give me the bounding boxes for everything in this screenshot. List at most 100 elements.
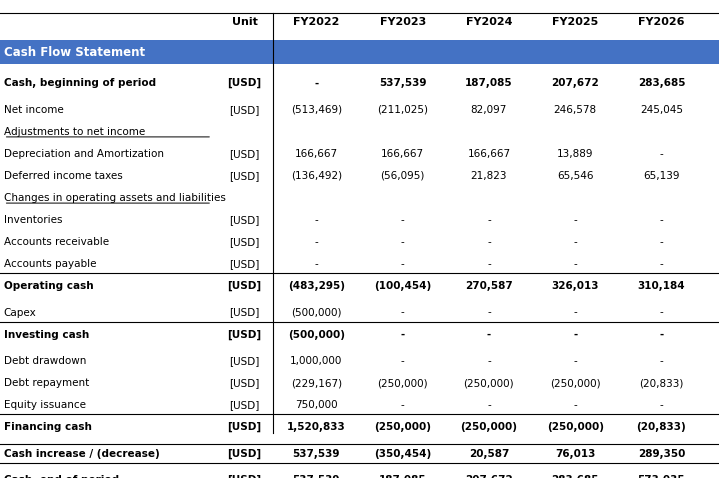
Text: [USD]: [USD] [229,215,260,225]
Text: -: - [400,237,405,247]
Text: (350,454): (350,454) [374,448,431,458]
Text: 187,085: 187,085 [379,475,426,478]
Text: 82,097: 82,097 [471,105,507,115]
Text: -: - [314,78,319,88]
Text: Unit: Unit [232,17,257,27]
Text: -: - [487,307,491,317]
Text: (250,000): (250,000) [460,422,518,432]
Text: -: - [573,400,577,410]
Text: -: - [487,259,491,269]
Text: Cash increase / (decrease): Cash increase / (decrease) [4,448,160,458]
Text: [USD]: [USD] [227,329,262,340]
Text: (20,833): (20,833) [639,378,684,388]
Text: [USD]: [USD] [229,259,260,269]
Text: 65,546: 65,546 [557,171,593,181]
Text: -: - [659,259,664,269]
FancyBboxPatch shape [0,40,719,64]
Text: 187,085: 187,085 [465,78,513,88]
Text: [USD]: [USD] [227,448,262,459]
Text: -: - [400,307,405,317]
Text: 750,000: 750,000 [295,400,338,410]
Text: 207,672: 207,672 [551,78,599,88]
Text: Capex: Capex [4,307,37,317]
Text: (211,025): (211,025) [377,105,428,115]
Text: (250,000): (250,000) [550,378,600,388]
Text: [USD]: [USD] [227,422,262,432]
Text: -: - [487,330,491,339]
Text: 1,520,833: 1,520,833 [287,422,346,432]
Text: -: - [400,400,405,410]
Text: 207,672: 207,672 [465,475,513,478]
Text: (56,095): (56,095) [380,171,425,181]
Text: -: - [573,259,577,269]
Text: 537,539: 537,539 [293,475,340,478]
Text: (500,000): (500,000) [291,307,342,317]
Text: [USD]: [USD] [227,281,262,291]
Text: 289,350: 289,350 [638,448,685,458]
Text: [USD]: [USD] [229,356,260,366]
Text: -: - [659,307,664,317]
Text: -: - [487,356,491,366]
Text: -: - [487,237,491,247]
Text: 270,587: 270,587 [465,281,513,291]
Text: Debt repayment: Debt repayment [4,378,89,388]
Text: 246,578: 246,578 [554,105,597,115]
Text: 326,013: 326,013 [551,281,599,291]
Text: 166,667: 166,667 [295,149,338,159]
Text: Operating cash: Operating cash [4,281,93,291]
Text: -: - [659,149,664,159]
Text: -: - [314,237,319,247]
Text: Net income: Net income [4,105,63,115]
Text: Accounts receivable: Accounts receivable [4,237,109,247]
Text: (483,295): (483,295) [288,281,345,291]
Text: (250,000): (250,000) [464,378,514,388]
Text: [USD]: [USD] [227,78,262,88]
Text: [USD]: [USD] [229,105,260,115]
Text: -: - [659,356,664,366]
Text: Changes in operating assets and liabilities: Changes in operating assets and liabilit… [4,193,226,203]
Text: [USD]: [USD] [229,400,260,410]
Text: [USD]: [USD] [229,237,260,247]
Text: -: - [659,330,664,339]
Text: 166,667: 166,667 [381,149,424,159]
Text: Accounts payable: Accounts payable [4,259,96,269]
Text: [USD]: [USD] [229,149,260,159]
Text: (100,454): (100,454) [374,281,431,291]
Text: FY2023: FY2023 [380,17,426,27]
Text: FY2024: FY2024 [466,17,512,27]
Text: [USD]: [USD] [227,475,262,478]
Text: 1,000,000: 1,000,000 [290,356,342,366]
Text: 537,539: 537,539 [379,78,426,88]
Text: -: - [573,215,577,225]
Text: -: - [314,215,319,225]
Text: (229,167): (229,167) [290,378,342,388]
Text: 76,013: 76,013 [555,448,595,458]
Text: 537,539: 537,539 [293,448,340,458]
Text: Equity issuance: Equity issuance [4,400,86,410]
Text: 65,139: 65,139 [644,171,679,181]
Text: (20,833): (20,833) [636,422,687,432]
Text: -: - [573,307,577,317]
Text: 283,685: 283,685 [551,475,599,478]
Text: -: - [573,356,577,366]
Text: -: - [573,237,577,247]
Text: [USD]: [USD] [229,378,260,388]
Text: 283,685: 283,685 [638,78,685,88]
Text: (136,492): (136,492) [290,171,342,181]
Text: 166,667: 166,667 [467,149,510,159]
Text: 573,035: 573,035 [638,475,685,478]
Text: Cash, end of period: Cash, end of period [4,475,119,478]
Text: Inventories: Inventories [4,215,62,225]
Text: Adjustments to net income: Adjustments to net income [4,127,145,137]
Text: -: - [400,215,405,225]
Text: 310,184: 310,184 [638,281,685,291]
Text: Deferred income taxes: Deferred income taxes [4,171,122,181]
Text: 20,587: 20,587 [469,448,509,458]
Text: Debt drawdown: Debt drawdown [4,356,86,366]
Text: (250,000): (250,000) [546,422,604,432]
Text: FY2026: FY2026 [638,17,684,27]
Text: Cash Flow Statement: Cash Flow Statement [4,45,145,59]
Text: FY2022: FY2022 [293,17,339,27]
Text: 21,823: 21,823 [471,171,507,181]
Text: [USD]: [USD] [229,307,260,317]
